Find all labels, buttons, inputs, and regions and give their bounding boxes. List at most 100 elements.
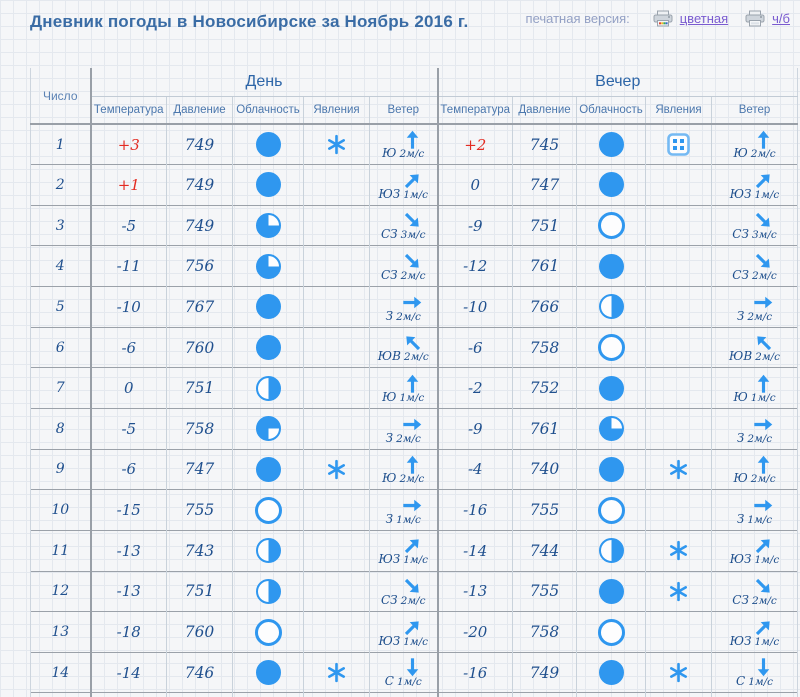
wind-arrow-icon <box>749 572 779 601</box>
bw-printer-icon[interactable] <box>745 10 765 27</box>
temperature-cell-day: -5 <box>89 204 167 246</box>
wind-speed-label: 2м/с <box>403 351 429 364</box>
column-header-wind-evening: Ветер <box>710 96 799 125</box>
empty-cell <box>436 692 513 697</box>
bw-version-link[interactable]: ч/б <box>772 11 790 26</box>
wind-cell-day: Ю 2м/с <box>369 448 438 490</box>
wind-indicator: Ю 2м/с <box>371 454 437 485</box>
wind-speed-label: 1м/с <box>748 676 774 689</box>
wind-arrow-icon <box>753 373 774 394</box>
wind-indicator: З 2м/с <box>713 414 797 445</box>
empty-cell <box>369 692 438 697</box>
snowflake-icon <box>647 540 712 561</box>
wind-arrow-icon <box>749 328 779 357</box>
temperature-cell-evening: -12 <box>436 245 513 287</box>
wind-speed-label: 2м/с <box>399 473 425 486</box>
wind-indicator: Ю 2м/с <box>713 129 797 160</box>
pressure-cell-evening: 744 <box>512 529 577 572</box>
wind-arrow-icon <box>753 657 774 678</box>
column-header-wind-day: Ветер <box>369 96 438 125</box>
wind-arrow-icon <box>753 129 774 150</box>
wind-arrow-icon <box>397 247 427 276</box>
wind-direction-label: Ю <box>382 146 397 161</box>
wind-speed-label: 1м/с <box>396 513 421 526</box>
wind-label: СЗ 2м/с <box>381 269 425 282</box>
phenomena-cell-evening <box>645 245 712 287</box>
phenomena-cell-day <box>303 286 370 328</box>
wind-speed-label: 2м/с <box>747 310 773 323</box>
empty-cell <box>30 692 91 697</box>
wind-label: СЗ 2м/с <box>732 269 776 282</box>
wind-label: СЗ 2м/с <box>381 594 425 607</box>
date-cell: 5 <box>30 286 91 328</box>
wind-cell-day: ЮЗ 1м/с <box>369 164 438 206</box>
color-printer-icon[interactable] <box>653 10 673 27</box>
cloudiness-cell-evening <box>576 448 646 490</box>
wind-label: З 1м/с <box>737 513 772 526</box>
cloud-full-icon <box>255 172 281 198</box>
cloudiness-cell-evening <box>576 164 646 206</box>
temperature-cell-evening: -13 <box>436 570 513 612</box>
wind-arrow-icon <box>753 495 774 516</box>
cloudiness-cell-day <box>232 489 304 531</box>
wind-label: Ю 2м/с <box>382 472 424 485</box>
cloud-p75br-icon <box>255 416 281 442</box>
wind-speed-label: 1м/с <box>403 554 429 567</box>
wind-cell-evening: Ю 1м/с <box>710 367 799 409</box>
temperature-cell-evening: -20 <box>436 611 513 653</box>
pressure-cell-day: 760 <box>166 611 233 653</box>
temperature-cell-day: -18 <box>89 611 167 653</box>
cloud-full-icon <box>255 660 281 686</box>
wind-arrow-icon <box>749 166 779 195</box>
wind-speed-label: 2м/с <box>747 432 773 445</box>
wind-label: З 2м/с <box>737 310 772 323</box>
wind-arrow-icon <box>749 247 779 276</box>
wind-speed-label: 2м/с <box>751 269 777 282</box>
wind-indicator: СЗ 2м/с <box>713 576 797 607</box>
color-version-link[interactable]: цветная <box>679 11 729 26</box>
cloudiness-cell-evening <box>576 611 646 653</box>
pressure-cell-day: 743 <box>166 529 233 572</box>
cloud-p75tr-icon <box>255 213 281 239</box>
weather-table-body: 1 +3 749 Ю 2м/с +2 745 Ю 2м/с 2 +1 749 ЮЗ 1м/с 0 747 ЮЗ 1… <box>30 123 799 697</box>
wind-cell-day: СЗ 3м/с <box>369 204 438 246</box>
wind-label: ЮЗ 1м/с <box>730 188 780 201</box>
date-cell: 2 <box>30 164 91 206</box>
phenomena-cell-evening <box>645 448 712 490</box>
column-header-date: Число <box>30 68 92 125</box>
wind-indicator: ЮЗ 1м/с <box>371 535 437 567</box>
phenomena-cell-day <box>303 489 370 531</box>
wind-indicator: З 2м/с <box>713 292 797 323</box>
wind-label: СЗ 3м/с <box>381 228 425 241</box>
pressure-cell-evening: 761 <box>512 245 577 287</box>
wind-direction-label: ЮЗ <box>378 552 401 567</box>
wind-indicator: З 1м/с <box>713 495 797 526</box>
wind-direction-label: ЮВ <box>729 349 753 364</box>
temperature-cell-evening: 0 <box>436 164 513 206</box>
cloud-full-icon <box>598 456 624 482</box>
wind-indicator: ЮЗ 1м/с <box>371 617 437 648</box>
cloud-full-icon <box>255 132 281 158</box>
empty-cell <box>166 692 233 697</box>
wind-speed-label: 2м/с <box>750 473 776 486</box>
cloud-full-icon <box>255 456 281 482</box>
cloud-full-icon <box>598 375 624 401</box>
temperature-cell-day: -15 <box>89 489 167 531</box>
cloudiness-cell-day <box>232 164 304 206</box>
cloud-full-icon <box>255 294 281 320</box>
wind-cell-day: СЗ 2м/с <box>369 570 438 612</box>
phenomena-cell-day <box>303 570 370 612</box>
cloudiness-cell-evening <box>576 651 646 693</box>
wind-direction-label: СЗ <box>732 227 749 242</box>
wind-speed-label: 3м/с <box>400 229 426 242</box>
temperature-cell-evening: +2 <box>436 123 513 165</box>
table-row: 7 0 751 Ю 1м/с -2 752 Ю 1м/с <box>30 367 799 409</box>
wind-speed-label: 1м/с <box>403 188 429 201</box>
pressure-cell-evening: 755 <box>512 489 577 531</box>
wind-arrow-icon <box>402 657 423 678</box>
temperature-cell-evening: -9 <box>436 204 513 246</box>
wind-cell-day: ЮВ 2м/с <box>369 326 438 368</box>
print-version-bar: печатная версия: цветная <box>526 10 790 27</box>
wind-indicator: СЗ 2м/с <box>371 576 437 607</box>
cloudiness-cell-day <box>232 204 304 246</box>
